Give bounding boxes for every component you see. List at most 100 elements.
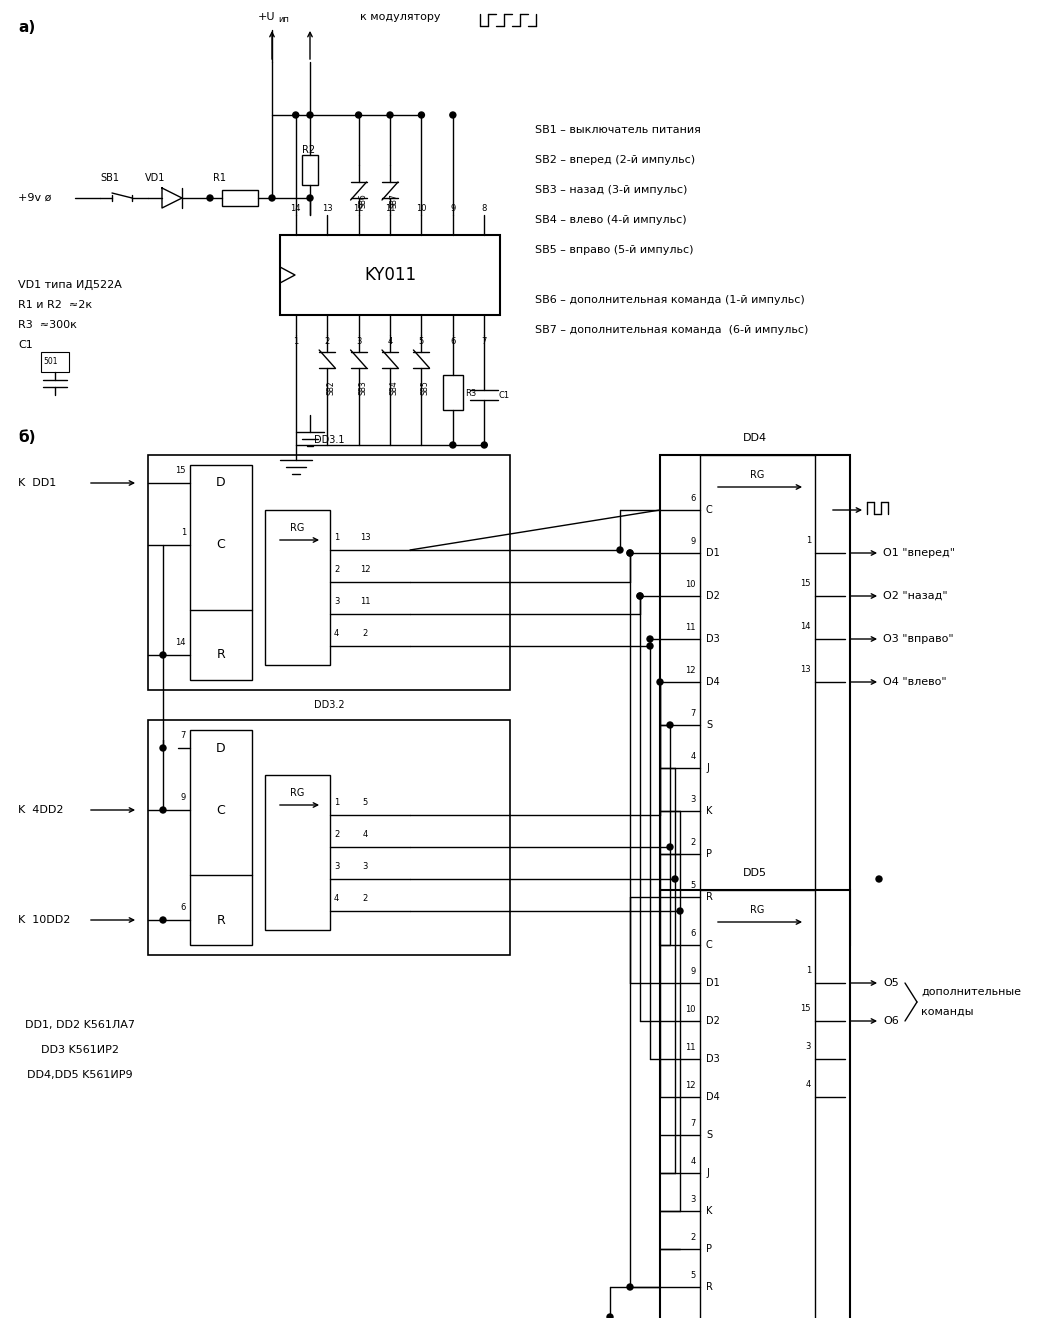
Text: J: J [706, 763, 709, 772]
Text: RG: RG [750, 471, 764, 480]
Text: 11: 11 [686, 623, 696, 633]
Text: R3  ≈300к: R3 ≈300к [18, 320, 77, 330]
Text: R: R [706, 1282, 713, 1292]
Text: 2: 2 [334, 565, 339, 575]
Text: D3: D3 [706, 634, 720, 645]
Text: O4 "влево": O4 "влево" [883, 677, 947, 687]
Bar [41, 352, 69, 372]
Text: б): б) [18, 430, 35, 445]
Text: а): а) [18, 20, 35, 36]
Circle shape [307, 112, 313, 119]
Text: RG: RG [290, 788, 304, 797]
Text: S: S [706, 720, 712, 730]
Text: 6: 6 [691, 929, 696, 938]
Text: D: D [216, 742, 226, 754]
Text: K  10DD2: K 10DD2 [18, 915, 70, 925]
Text: 11: 11 [359, 597, 370, 606]
Circle shape [667, 722, 673, 728]
Text: дополнительные: дополнительные [921, 987, 1021, 996]
Circle shape [637, 593, 643, 598]
Text: D4: D4 [706, 677, 720, 687]
Text: 15: 15 [800, 579, 811, 588]
Text: 4: 4 [363, 830, 368, 840]
Bar [148, 720, 510, 956]
Text: O6: O6 [883, 1016, 899, 1025]
Text: 14: 14 [290, 204, 301, 214]
Text: 2: 2 [691, 1234, 696, 1242]
Text: 3: 3 [356, 337, 361, 347]
Text: DD5: DD5 [743, 869, 767, 878]
Text: SB6: SB6 [358, 194, 367, 208]
Text: 9: 9 [450, 204, 456, 214]
Text: 13: 13 [800, 666, 811, 673]
Text: SB4 – влево (4-й импульс): SB4 – влево (4-й импульс) [535, 215, 687, 225]
Text: RG: RG [290, 523, 304, 532]
Bar [660, 890, 850, 1318]
Text: C: C [216, 539, 226, 551]
Text: 9: 9 [691, 536, 696, 546]
Text: J: J [706, 1168, 709, 1178]
Text: R: R [216, 913, 226, 927]
Text: C: C [216, 804, 226, 816]
Text: 15: 15 [800, 1004, 811, 1014]
Text: 4: 4 [691, 753, 696, 760]
Text: DD3.1: DD3.1 [314, 435, 344, 445]
Text: D: D [216, 477, 226, 489]
Text: 10: 10 [686, 580, 696, 589]
Text: 5: 5 [363, 797, 368, 807]
Text: +U: +U [258, 12, 276, 22]
Text: SB1: SB1 [101, 173, 120, 183]
Text: KY011: KY011 [364, 266, 417, 283]
Text: команды: команды [921, 1007, 973, 1017]
Text: C: C [706, 940, 712, 950]
Text: SB3: SB3 [358, 380, 367, 395]
Text: SB3 – назад (3-й импульс): SB3 – назад (3-й импульс) [535, 185, 687, 195]
Text: 4: 4 [691, 1157, 696, 1166]
Text: 1: 1 [293, 337, 298, 347]
Circle shape [293, 112, 299, 119]
Text: SB1 – выключатель питания: SB1 – выключатель питания [535, 125, 701, 134]
Text: 14: 14 [800, 622, 811, 631]
Text: 1: 1 [334, 797, 339, 807]
Text: 6: 6 [450, 337, 456, 347]
Text: R2: R2 [302, 145, 315, 156]
Text: 8: 8 [481, 204, 487, 214]
Circle shape [387, 112, 393, 119]
Text: к модулятору: к модулятору [360, 12, 441, 22]
Text: K  4DD2: K 4DD2 [18, 805, 64, 815]
Text: SB5: SB5 [421, 380, 430, 395]
Circle shape [160, 652, 166, 658]
Text: SB7 – дополнительная команда  (6-й импульс): SB7 – дополнительная команда (6-й импуль… [535, 326, 809, 335]
Text: 9: 9 [691, 967, 696, 977]
Circle shape [269, 195, 275, 202]
Text: 10: 10 [417, 204, 427, 214]
Text: SB2: SB2 [326, 380, 336, 394]
Text: 3: 3 [691, 1195, 696, 1205]
Text: 1: 1 [806, 536, 811, 546]
Text: O2 "назад": O2 "назад" [883, 590, 948, 601]
Text: 9: 9 [181, 793, 186, 801]
Circle shape [647, 643, 653, 648]
Circle shape [628, 550, 633, 556]
Text: 14: 14 [176, 638, 186, 647]
Circle shape [672, 876, 678, 882]
Circle shape [207, 195, 213, 202]
Text: 2: 2 [363, 894, 368, 903]
Text: 12: 12 [686, 666, 696, 675]
Text: C: C [706, 505, 712, 515]
Circle shape [876, 876, 882, 882]
Text: 7: 7 [691, 1119, 696, 1128]
Text: 6: 6 [691, 494, 696, 503]
Text: DD4: DD4 [743, 434, 767, 443]
Bar [660, 455, 850, 945]
Text: K: K [706, 807, 712, 816]
Circle shape [617, 547, 623, 554]
Circle shape [307, 195, 313, 202]
Text: 7: 7 [691, 709, 696, 718]
Text: P: P [706, 849, 712, 859]
Text: 3: 3 [363, 862, 368, 871]
Bar [190, 465, 252, 680]
Text: 3: 3 [334, 862, 339, 871]
Bar [222, 190, 258, 206]
Text: O3 "вправо": O3 "вправо" [883, 634, 954, 645]
